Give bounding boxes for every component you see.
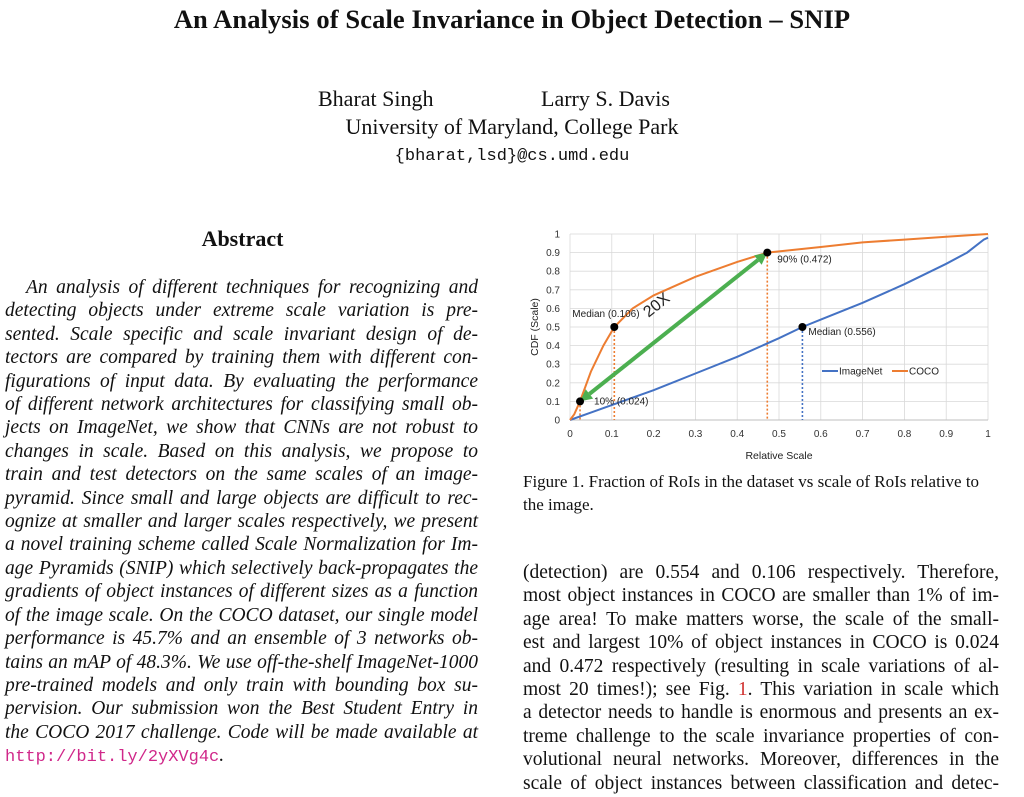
body-text: . This variation in scale which bbox=[747, 679, 999, 701]
abstract-line: a novel training scheme called Scale Nor… bbox=[5, 534, 478, 556]
abstract-line: detecting objects under extreme scale va… bbox=[5, 300, 478, 322]
author-email: {bharat,lsd}@cs.umd.edu bbox=[394, 147, 630, 166]
y-tick-label: 1 bbox=[554, 230, 560, 241]
body-line: est and largest 10% of object instances … bbox=[523, 632, 999, 654]
body-line: treme challenge to the scale invariance … bbox=[523, 725, 999, 747]
x-tick-label: 0.1 bbox=[605, 429, 619, 440]
y-tick-label: 0.1 bbox=[546, 397, 560, 408]
abstract-line: gradients of object instances of differe… bbox=[5, 581, 478, 603]
marker-point bbox=[576, 397, 585, 406]
y-tick-label: 0.9 bbox=[546, 248, 560, 259]
marker-point bbox=[763, 248, 772, 257]
x-tick-label: 0.2 bbox=[647, 429, 661, 440]
y-tick-label: 0.7 bbox=[546, 285, 560, 296]
x-tick-label: 0.7 bbox=[856, 429, 870, 440]
author-1: Bharat Singh bbox=[318, 86, 434, 111]
y-tick-label: 0.5 bbox=[546, 323, 560, 334]
affiliation: University of Maryland, College Park bbox=[345, 114, 679, 139]
abstract-line: pyramid. Since small and large objects a… bbox=[5, 487, 478, 509]
figure-reference-link[interactable]: 1 bbox=[737, 679, 748, 701]
abstract-line: An analysis of different techniques for … bbox=[26, 277, 478, 298]
abstract-line: changes in scale. Based on this analysis… bbox=[5, 440, 478, 462]
link-period: . bbox=[219, 745, 225, 767]
x-tick-label: 0.5 bbox=[772, 429, 786, 440]
figure-1: 0 0.1 0.2 0.3 0.4 0.5 0.6 0.7 0.8 0.9 1 0 0.1 0.2 0.3 0… bbox=[522, 224, 1002, 464]
abstract-line: the COCO 2017 challenge. Code will be ma… bbox=[5, 721, 478, 743]
arrow-head-top bbox=[754, 252, 768, 265]
abstract-line: figurations of input data. By evaluating… bbox=[5, 370, 478, 392]
y-tick-label: 0.6 bbox=[546, 304, 560, 315]
marker-label: Median (0.106) bbox=[572, 309, 639, 320]
arrow-head-bottom bbox=[580, 389, 594, 402]
abstract-line: pre-trained models and only train with b… bbox=[5, 674, 478, 696]
body-line: and 0.472 respectively (resulting in sca… bbox=[523, 655, 999, 677]
abstract-line: performance is 45.7% and an ensemble of … bbox=[5, 628, 478, 650]
marker-label: 10% (0.024) bbox=[594, 396, 648, 407]
abstract-line: tectors are compared by training them wi… bbox=[5, 347, 478, 369]
abstract-last-line: http://bit.ly/2yXVg4c. bbox=[5, 744, 478, 769]
legend-label-coco: COCO bbox=[909, 367, 939, 378]
abstract-line: sented. Scale specific and scale invaria… bbox=[5, 323, 478, 345]
body-line: most object instances in COCO are smalle… bbox=[523, 585, 999, 607]
abstract-line: of different network architectures for c… bbox=[5, 394, 478, 416]
body-line: a detector needs to handle is enormous a… bbox=[523, 702, 999, 724]
code-link[interactable]: http://bit.ly/2yXVg4c bbox=[5, 748, 220, 768]
abstract-line: train and test detectors on the same sca… bbox=[5, 464, 478, 486]
abstract-heading: Abstract bbox=[201, 226, 284, 251]
x-tick-label: 1 bbox=[985, 429, 991, 440]
x-tick-label: 0 bbox=[567, 429, 573, 440]
abstract-line: of the image scale. On the COCO dataset,… bbox=[5, 604, 478, 626]
y-tick-label: 0.2 bbox=[546, 378, 560, 389]
y-axis-label: CDF (Scale) bbox=[529, 298, 541, 356]
x-tick-label: 0.9 bbox=[939, 429, 953, 440]
right-column-text: (detection) are 0.554 and 0.106 respecti… bbox=[523, 561, 999, 795]
x-tick-label: 0.8 bbox=[897, 429, 911, 440]
y-tick-label: 0.3 bbox=[546, 360, 560, 371]
cdf-chart: 0 0.1 0.2 0.3 0.4 0.5 0.6 0.7 0.8 0.9 1 0 0.1 0.2 0.3 0… bbox=[529, 230, 991, 463]
marker-point bbox=[798, 323, 807, 331]
abstract-line: ognize at smaller and larger scales resp… bbox=[5, 511, 478, 533]
abstract-line: tains an mAP of 48.3%. We use off-the-sh… bbox=[5, 651, 478, 673]
body-line: age area! To make matters worse, the sca… bbox=[523, 608, 999, 630]
body-line: scale of object instances between classi… bbox=[523, 772, 999, 794]
abstract-body: An analysis of different techniques for … bbox=[5, 276, 478, 770]
x-tick-label: 0.4 bbox=[730, 429, 744, 440]
body-line: volutional neural networks. Moreover, di… bbox=[523, 749, 999, 771]
y-tick-label: 0 bbox=[554, 416, 560, 427]
series-line-coco bbox=[569, 233, 989, 421]
paper-title: An Analysis of Scale Invariance in Objec… bbox=[173, 4, 851, 34]
body-line: most 20 times!); see Fig. 1. This variat… bbox=[523, 678, 999, 701]
arrow-label: 20X bbox=[640, 290, 673, 321]
body-text: most 20 times!); see Fig. bbox=[523, 679, 738, 701]
figure-caption: Figure 1. Fraction of RoIs in the datase… bbox=[523, 472, 980, 514]
marker-label: Median (0.556) bbox=[808, 327, 875, 338]
abstract-line: pervision. Our submission won the Best S… bbox=[5, 698, 478, 720]
legend-label-imagenet: ImageNet bbox=[839, 367, 883, 378]
marker-label: 90% (0.472) bbox=[777, 255, 831, 266]
arrow-shaft bbox=[588, 258, 760, 396]
author-2: Larry S. Davis bbox=[541, 86, 670, 111]
x-tick-label: 0.6 bbox=[814, 429, 828, 440]
abstract-line: age Pyramids (SNIP) which selectively ba… bbox=[5, 557, 478, 579]
x-tick-label: 0.3 bbox=[688, 429, 702, 440]
y-tick-label: 0.8 bbox=[546, 267, 560, 278]
marker-point bbox=[610, 323, 619, 331]
body-line: (detection) are 0.554 and 0.106 respecti… bbox=[523, 562, 999, 583]
x-axis-label: Relative Scale bbox=[745, 450, 812, 462]
y-tick-label: 0.4 bbox=[546, 341, 560, 352]
abstract-line: jects on ImageNet, we show that CNNs are… bbox=[5, 417, 478, 439]
